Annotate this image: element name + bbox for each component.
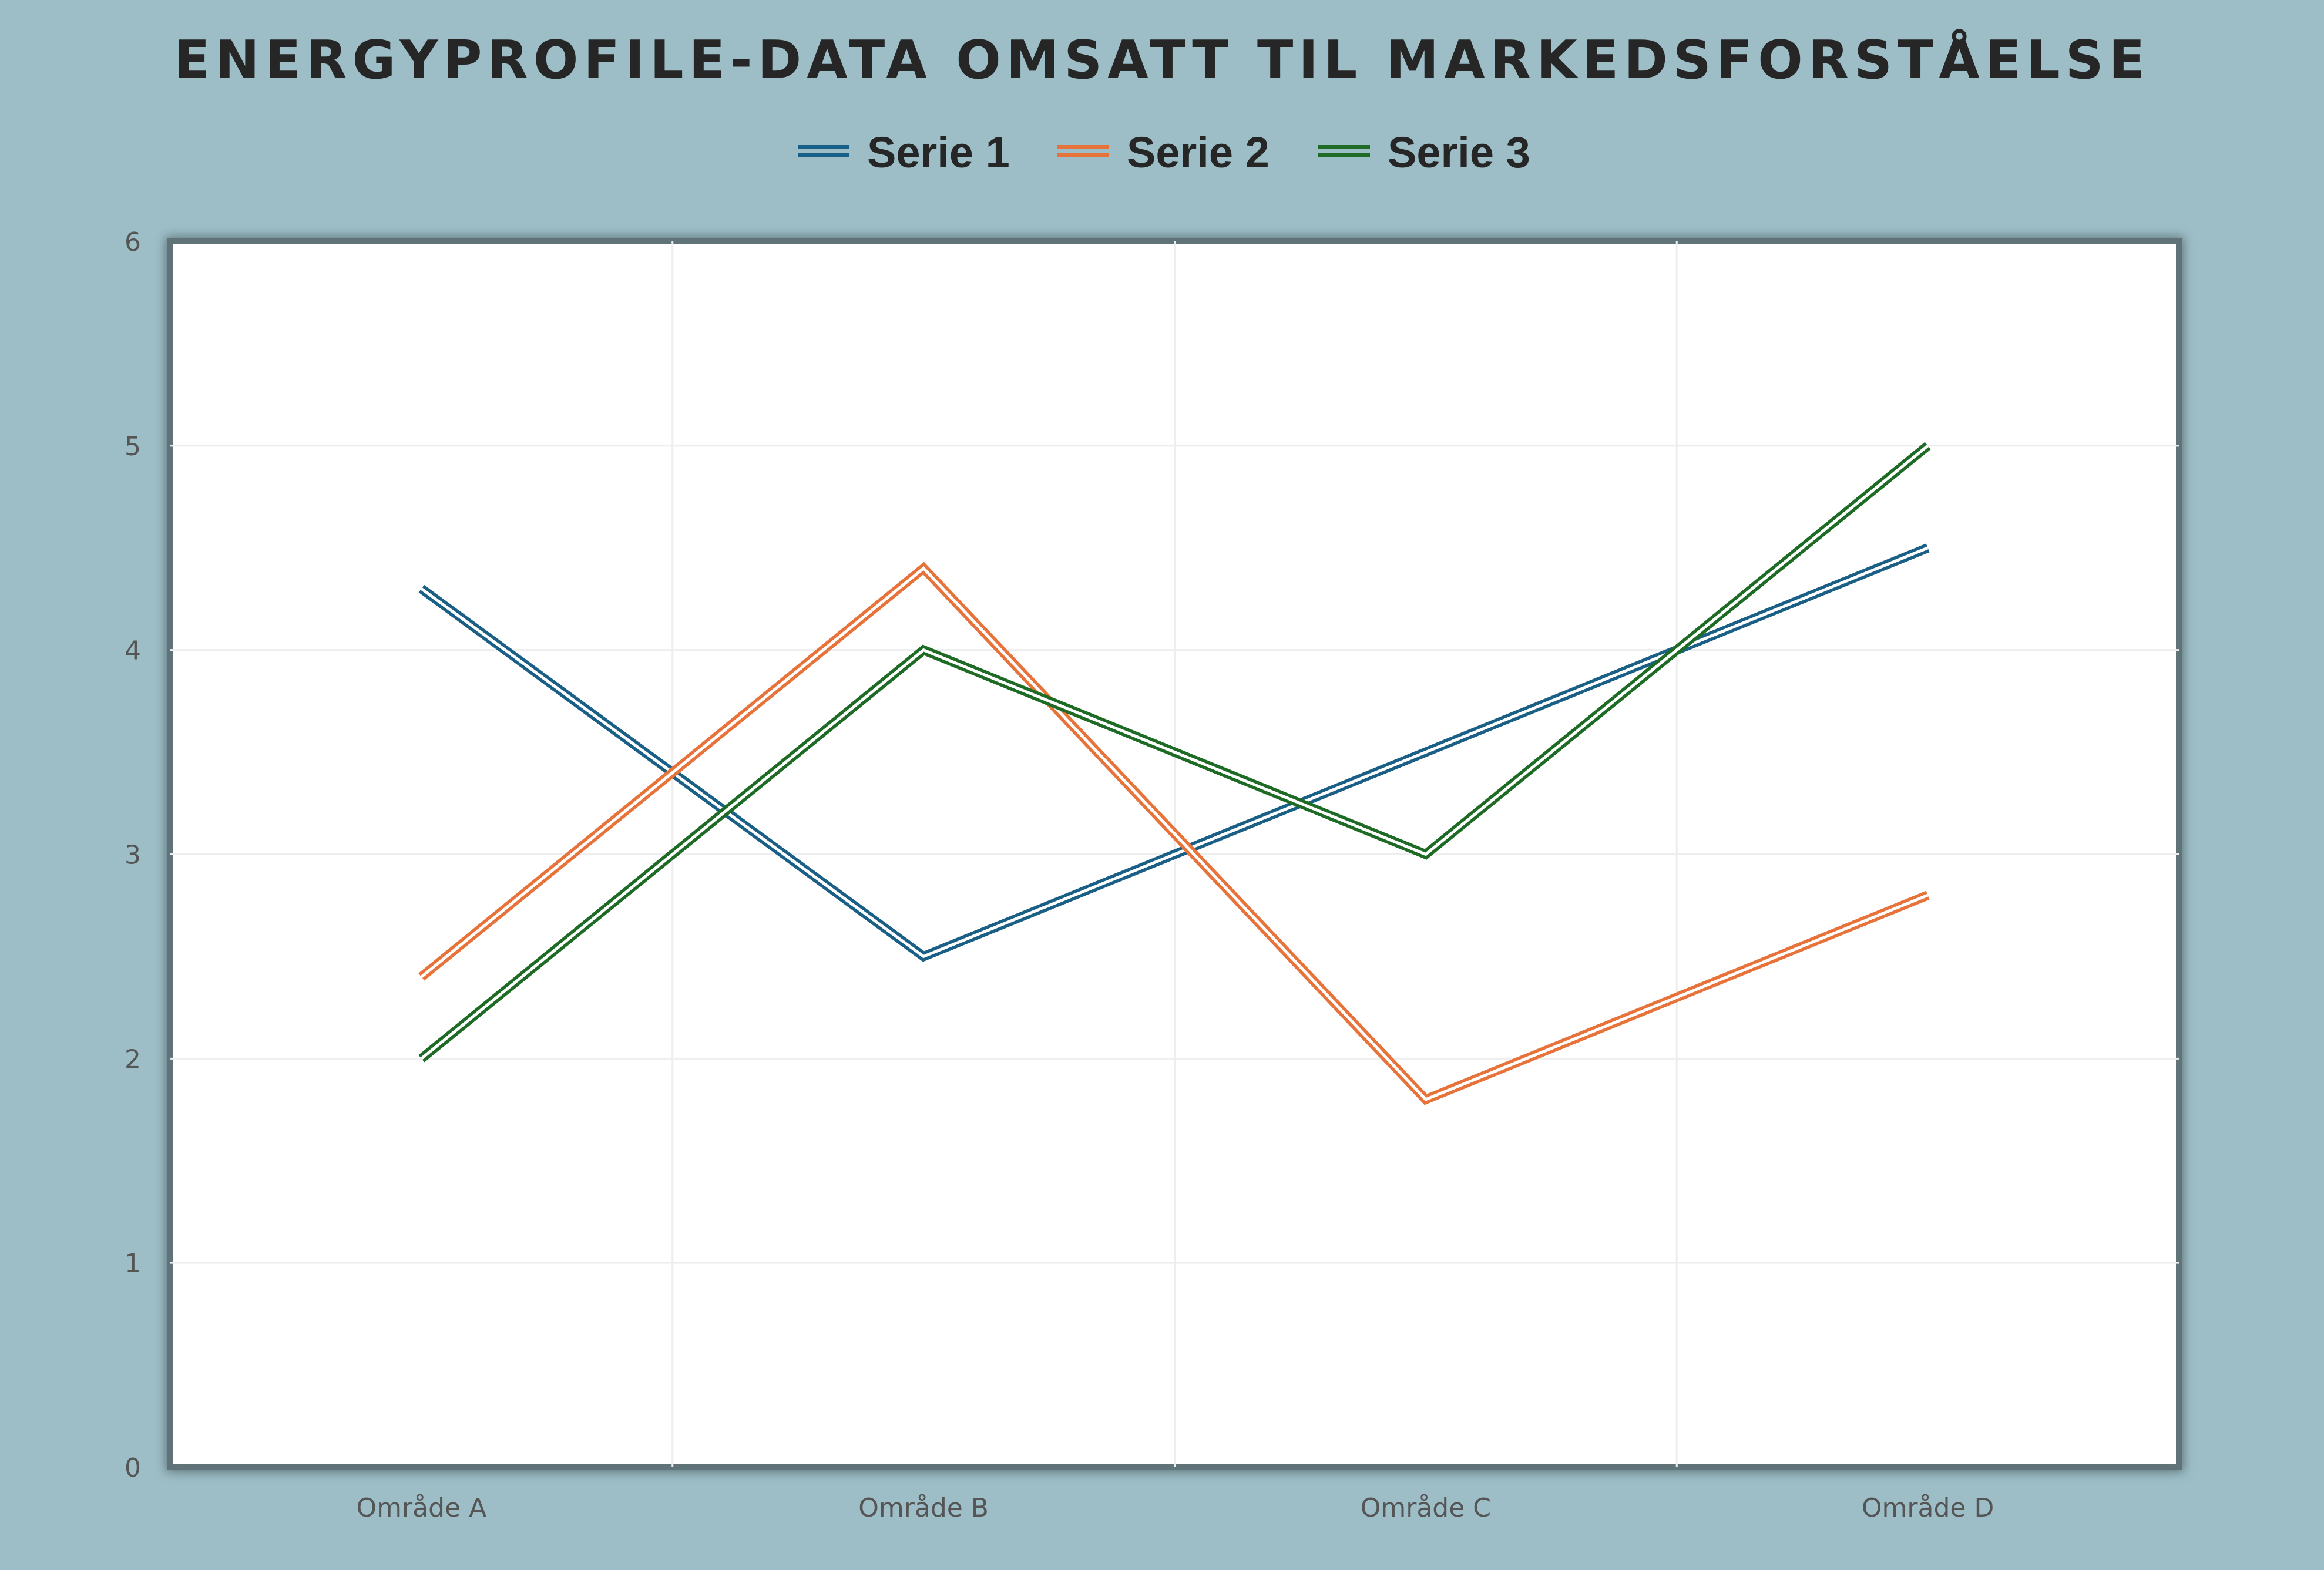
y-axis: 0 1 2 3 4 5 6 <box>125 227 141 1483</box>
chart-title: ENERGYPROFILE-DATA OMSATT TIL MARKEDSFOR… <box>174 28 2150 91</box>
legend-item-1: Serie 1 <box>798 128 1010 177</box>
series-line-inner <box>420 566 1929 1101</box>
series-lines <box>418 442 1931 1105</box>
legend-label: Serie 3 <box>1388 128 1530 177</box>
legend-swatch <box>798 153 849 157</box>
legend-swatch <box>1318 153 1370 157</box>
legend-label: Serie 2 <box>1127 128 1270 177</box>
y-tick-label: 5 <box>125 432 141 462</box>
y-tick-label: 0 <box>125 1453 141 1483</box>
y-tick-label: 3 <box>125 841 141 870</box>
x-tick-label: Område D <box>1862 1493 1994 1523</box>
series-2 <box>418 562 1930 1105</box>
x-tick-label: Område A <box>357 1493 487 1523</box>
legend-swatch <box>1318 145 1370 149</box>
legend-item-3: Serie 3 <box>1318 128 1530 177</box>
legend-label: Serie 1 <box>867 128 1010 177</box>
y-tick-label: 1 <box>125 1249 141 1279</box>
x-tick-label: Område B <box>858 1493 989 1523</box>
x-axis: Område A Område B Område C Område D <box>357 1493 1994 1523</box>
y-tick-label: 6 <box>125 227 141 257</box>
legend-swatch <box>1057 145 1109 149</box>
legend-item-2: Serie 2 <box>1057 128 1270 177</box>
legend: Serie 1 Serie 2 Serie 3 <box>798 128 1530 177</box>
y-tick-label: 4 <box>125 636 141 666</box>
legend-swatch <box>798 145 849 149</box>
x-tick-label: Område C <box>1361 1493 1491 1523</box>
y-tick-label: 2 <box>125 1044 141 1074</box>
series-3 <box>418 442 1931 1063</box>
legend-swatch <box>1057 153 1109 157</box>
series-line-inner <box>420 444 1929 1060</box>
